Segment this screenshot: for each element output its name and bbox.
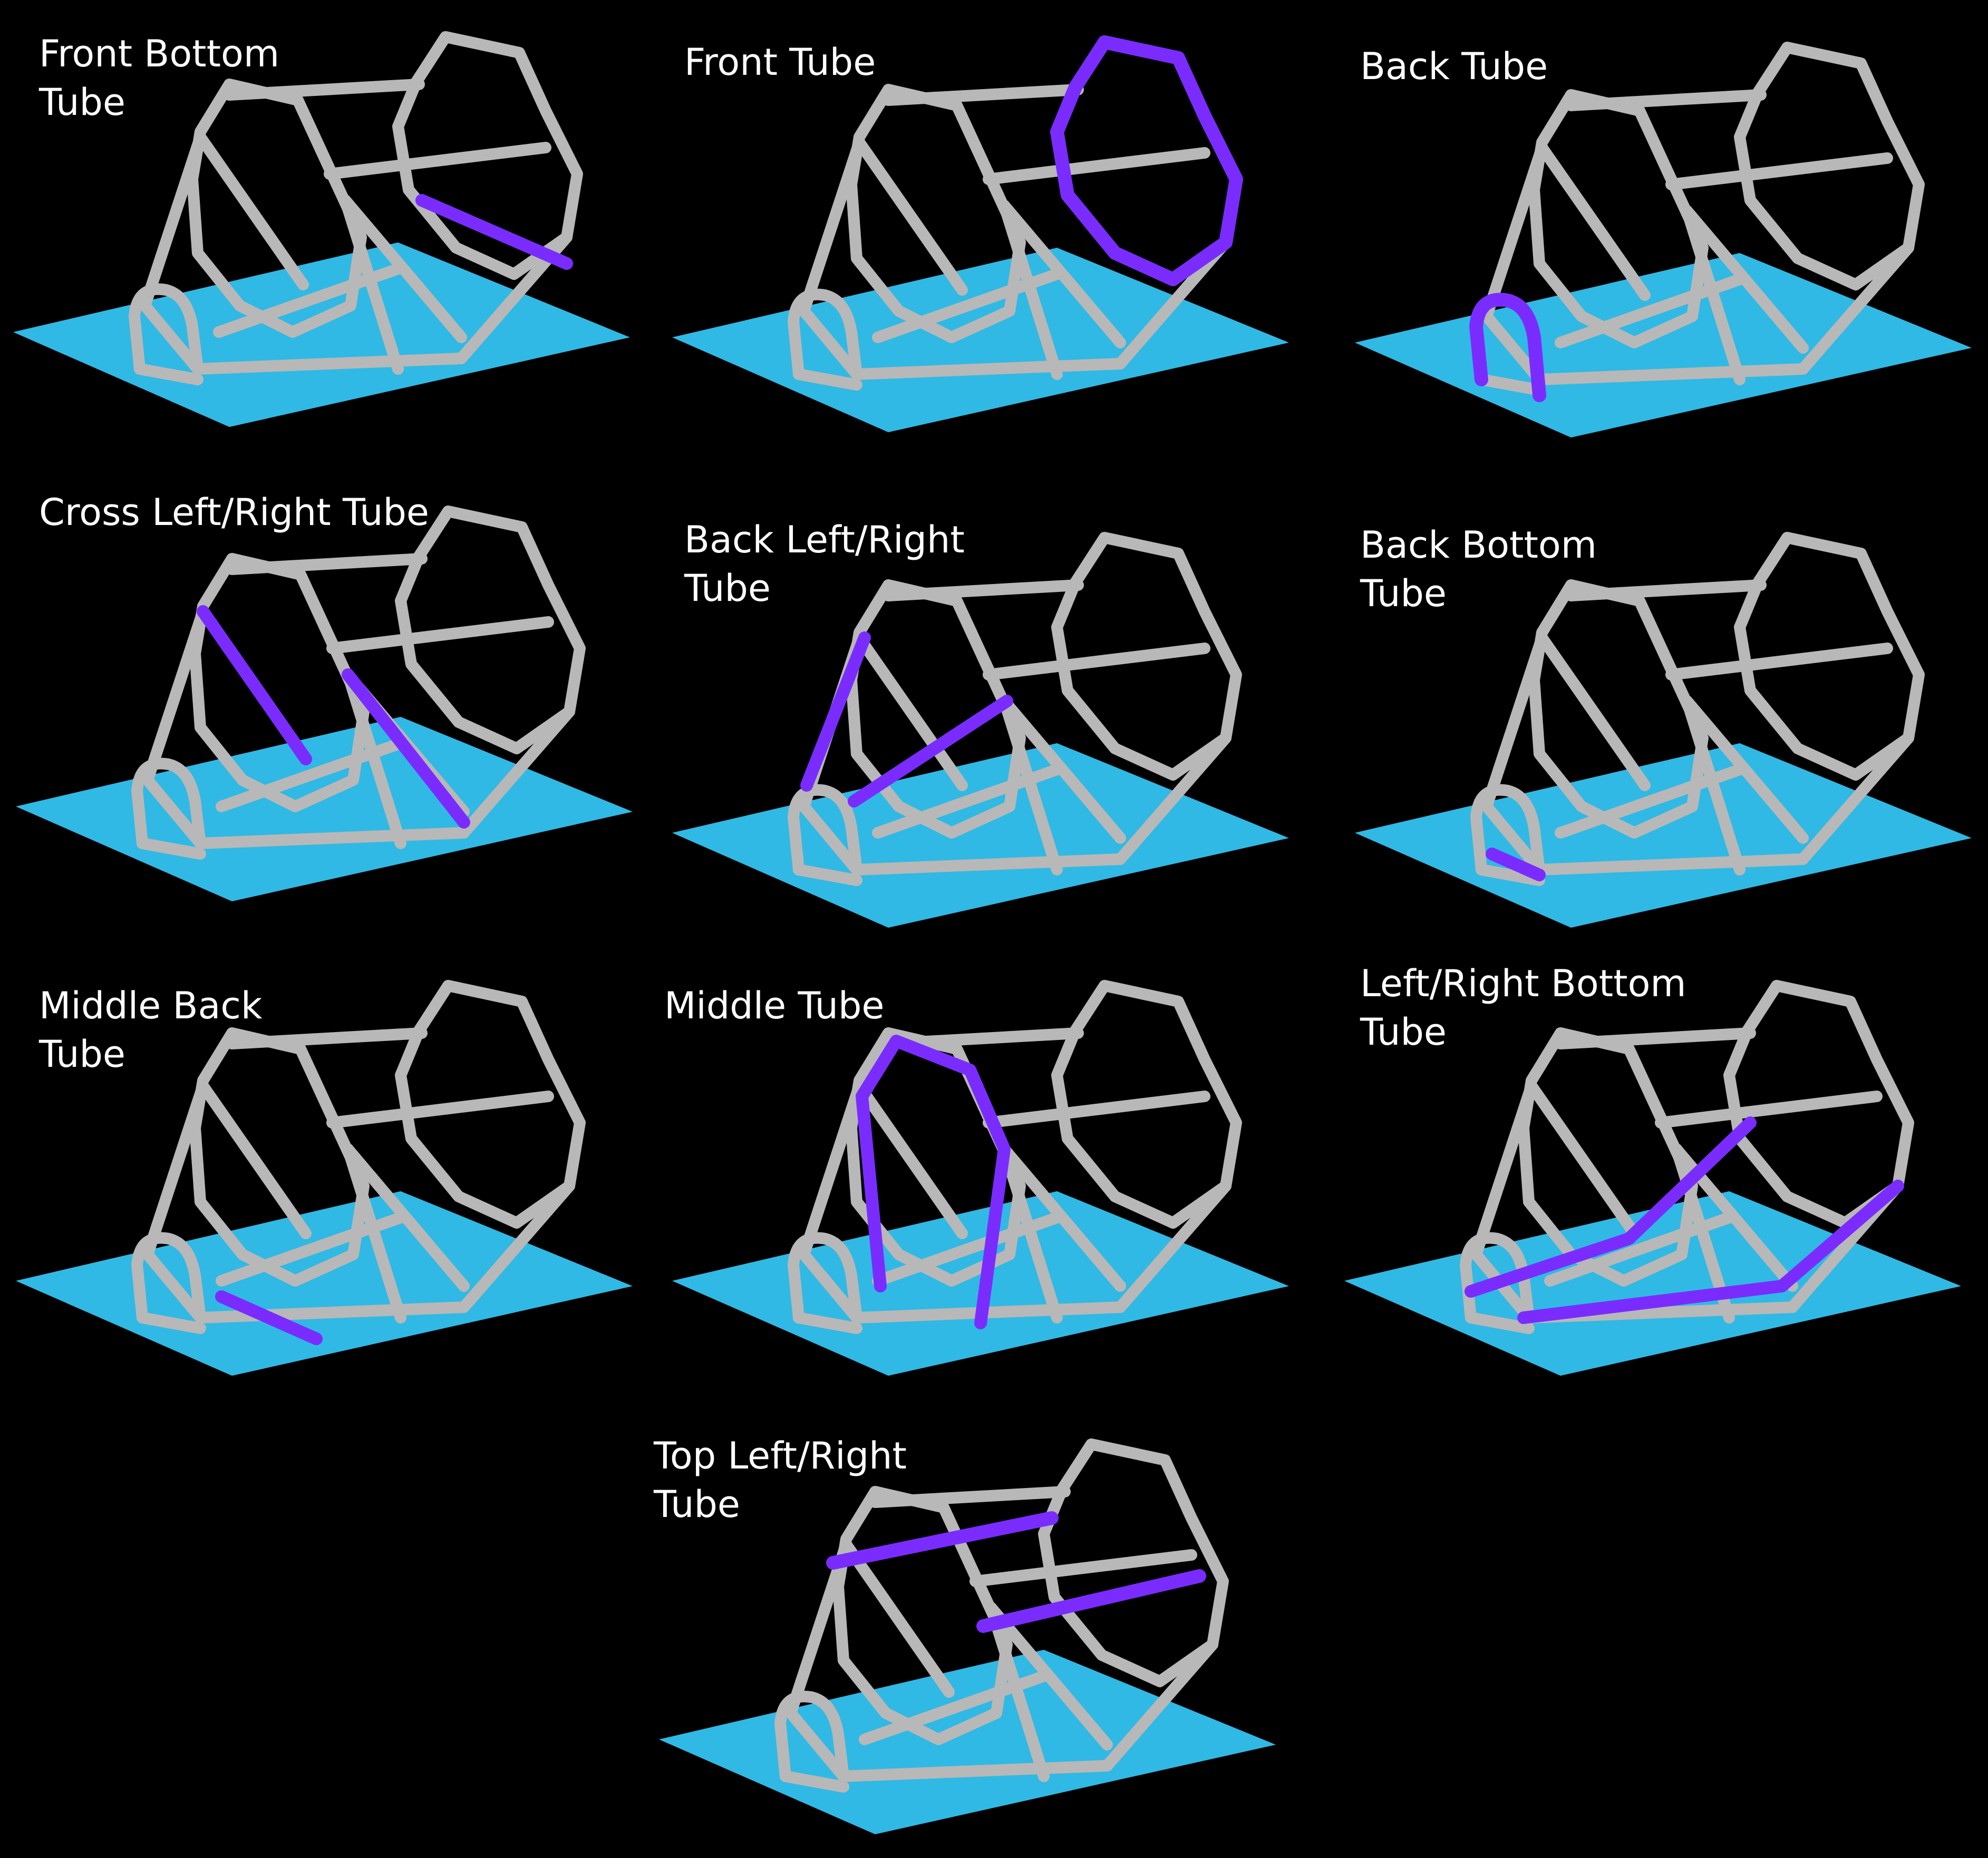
label-back-bottom-tube: Back Bottom Tube: [1360, 521, 1655, 618]
label-left-right-bottom-tube: Left/Right Bottom Tube: [1360, 959, 1835, 1056]
label-middle-tube: Middle Tube: [664, 981, 959, 1030]
label-top-left-right-tube: Top Left/Right Tube: [654, 1432, 949, 1529]
label-front-bottom-tube: Front Bottom Tube: [39, 30, 334, 127]
label-back-tube: Back Tube: [1360, 42, 1655, 91]
label-middle-back-tube: Middle Back Tube: [39, 981, 334, 1078]
panel-cross-left-right-tube: [16, 511, 633, 901]
label-front-tube: Front Tube: [684, 38, 980, 86]
panel-back-tube: [1355, 47, 1972, 437]
label-cross-left-right-tube: Cross Left/Right Tube: [39, 488, 513, 537]
panel-front-tube: [672, 42, 1289, 432]
highlighted-top-tube-right: [983, 1576, 1199, 1626]
panel-middle-tube: [672, 986, 1289, 1376]
label-back-left-right-tube: Back Left/Right Tube: [684, 515, 980, 612]
highlighted-cross-tube-left: [203, 611, 306, 759]
